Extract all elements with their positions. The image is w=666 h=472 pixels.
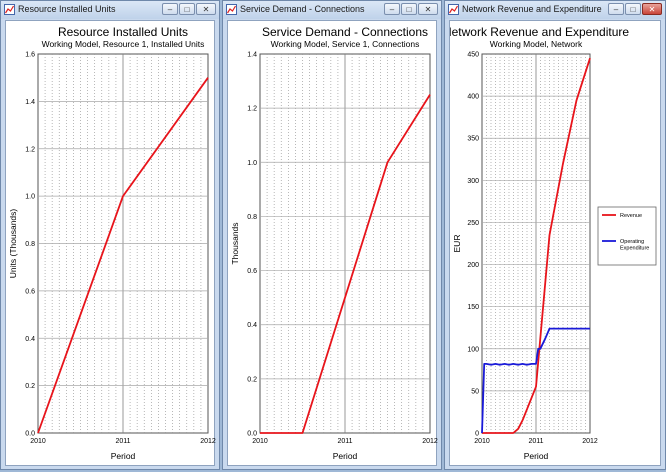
close-button[interactable]: ✕ xyxy=(196,3,216,15)
maximize-button[interactable]: □ xyxy=(625,3,641,15)
y-tick-label: 0.8 xyxy=(247,214,257,221)
x-tick-label: 2011 xyxy=(115,438,130,445)
y-tick-label: 0.8 xyxy=(25,241,35,248)
y-tick-label: 300 xyxy=(467,178,479,185)
y-tick-label: 450 xyxy=(467,52,479,59)
title-bar[interactable]: Service Demand - Connections ‒ □ ✕ xyxy=(223,1,441,19)
chart-area: Network Revenue and Expenditure Working M… xyxy=(449,20,661,466)
window-title: Service Demand - Connections xyxy=(240,4,365,14)
maximize-button[interactable]: □ xyxy=(179,3,195,15)
y-axis-label: EUR xyxy=(452,235,462,253)
y-tick-label: 0.4 xyxy=(247,322,257,329)
close-button[interactable]: ✕ xyxy=(418,3,438,15)
x-tick-label: 2010 xyxy=(30,438,46,445)
minimize-icon: ‒ xyxy=(389,5,395,14)
minimize-icon: ‒ xyxy=(613,5,619,14)
chart-subtitle: Working Model, Service 1, Connections xyxy=(271,39,420,49)
chart-area: Resource Installed Units Working Model, R… xyxy=(5,20,216,466)
chart-title: Resource Installed Units xyxy=(58,25,188,39)
chart-subtitle: Working Model, Network xyxy=(490,39,583,49)
maximize-button[interactable]: □ xyxy=(401,3,417,15)
y-tick-label: 400 xyxy=(467,94,479,101)
maximize-icon: □ xyxy=(406,5,412,14)
x-axis-label: Period xyxy=(333,451,358,461)
y-tick-label: 1.2 xyxy=(247,106,257,113)
chart-area: Service Demand - Connections Working Mode… xyxy=(227,20,438,466)
x-tick-label: 2010 xyxy=(474,438,490,445)
legend-entry: Revenue xyxy=(620,213,642,219)
x-tick-label: 2010 xyxy=(252,438,268,445)
y-tick-label: 0.4 xyxy=(25,336,35,343)
y-tick-label: 100 xyxy=(467,346,479,353)
window-resource-installed-units[interactable]: Resource Installed Units ‒ □ ✕ Resource … xyxy=(0,0,220,470)
window-title: Network Revenue and Expenditure xyxy=(462,4,602,14)
title-bar[interactable]: Resource Installed Units ‒ □ ✕ xyxy=(1,1,219,19)
chart-subtitle: Working Model, Resource 1, Installed Uni… xyxy=(42,39,205,49)
y-tick-label: 0 xyxy=(475,431,479,438)
x-tick-label: 2011 xyxy=(528,438,543,445)
minimize-button[interactable]: ‒ xyxy=(384,3,400,15)
series-line-1 xyxy=(260,94,431,434)
close-button[interactable]: ✕ xyxy=(642,3,662,15)
y-tick-label: 1.0 xyxy=(25,194,35,201)
chart-title: Network Revenue and Expenditure xyxy=(450,25,629,39)
series-line-revenue xyxy=(482,57,591,434)
chart-app-icon xyxy=(448,4,459,15)
y-tick-label: 0.6 xyxy=(247,268,257,275)
y-axis-label: Units (Thousands) xyxy=(8,209,18,279)
x-tick-label: 2011 xyxy=(337,438,352,445)
x-tick-label: 2012 xyxy=(422,438,438,445)
y-tick-label: 50 xyxy=(471,388,479,395)
x-tick-label: 2012 xyxy=(200,438,216,445)
window-title: Resource Installed Units xyxy=(18,4,116,14)
y-tick-label: 0.2 xyxy=(25,383,35,390)
y-tick-label: 350 xyxy=(467,136,479,143)
legend: Revenue Operating Expenditure xyxy=(597,206,657,266)
title-bar[interactable]: Network Revenue and Expenditure ‒ □ ✕ xyxy=(445,1,665,19)
y-tick-label: 1.6 xyxy=(25,52,35,59)
legend-entry: Operating Expenditure xyxy=(620,239,649,252)
y-tick-label: 1.0 xyxy=(247,160,257,167)
maximize-icon: □ xyxy=(630,5,636,14)
y-tick-label: 0.2 xyxy=(247,376,257,383)
close-icon: ✕ xyxy=(424,5,432,14)
y-tick-label: 1.4 xyxy=(247,52,257,59)
chart-title: Service Demand - Connections xyxy=(262,25,428,39)
legend-box xyxy=(597,206,657,266)
window-service-demand-connections[interactable]: Service Demand - Connections ‒ □ ✕ Servi… xyxy=(222,0,442,470)
y-tick-label: 250 xyxy=(467,220,479,227)
maximize-icon: □ xyxy=(184,5,190,14)
y-tick-label: 0.6 xyxy=(25,288,35,295)
y-tick-label: 0.0 xyxy=(247,431,257,438)
window-network-revenue-expenditure[interactable]: Network Revenue and Expenditure ‒ □ ✕ Ne… xyxy=(444,0,666,470)
minimize-icon: ‒ xyxy=(167,5,173,14)
y-tick-label: 0.0 xyxy=(25,431,35,438)
minimize-button[interactable]: ‒ xyxy=(162,3,178,15)
x-tick-label: 2012 xyxy=(582,438,598,445)
y-axis-label: Thousands xyxy=(230,222,240,264)
series-line-1 xyxy=(37,77,209,434)
chart-app-icon xyxy=(226,4,237,15)
y-tick-label: 150 xyxy=(467,304,479,311)
close-icon: ✕ xyxy=(202,5,210,14)
series-line-operating-expenditure xyxy=(481,327,590,434)
y-tick-label: 1.2 xyxy=(25,146,35,153)
y-tick-label: 1.4 xyxy=(25,99,35,106)
x-axis-label: Period xyxy=(111,451,136,461)
x-axis-label: Period xyxy=(524,451,549,461)
close-icon: ✕ xyxy=(648,5,656,14)
chart-app-icon xyxy=(4,4,15,15)
minimize-button[interactable]: ‒ xyxy=(608,3,624,15)
y-tick-label: 200 xyxy=(467,262,479,269)
